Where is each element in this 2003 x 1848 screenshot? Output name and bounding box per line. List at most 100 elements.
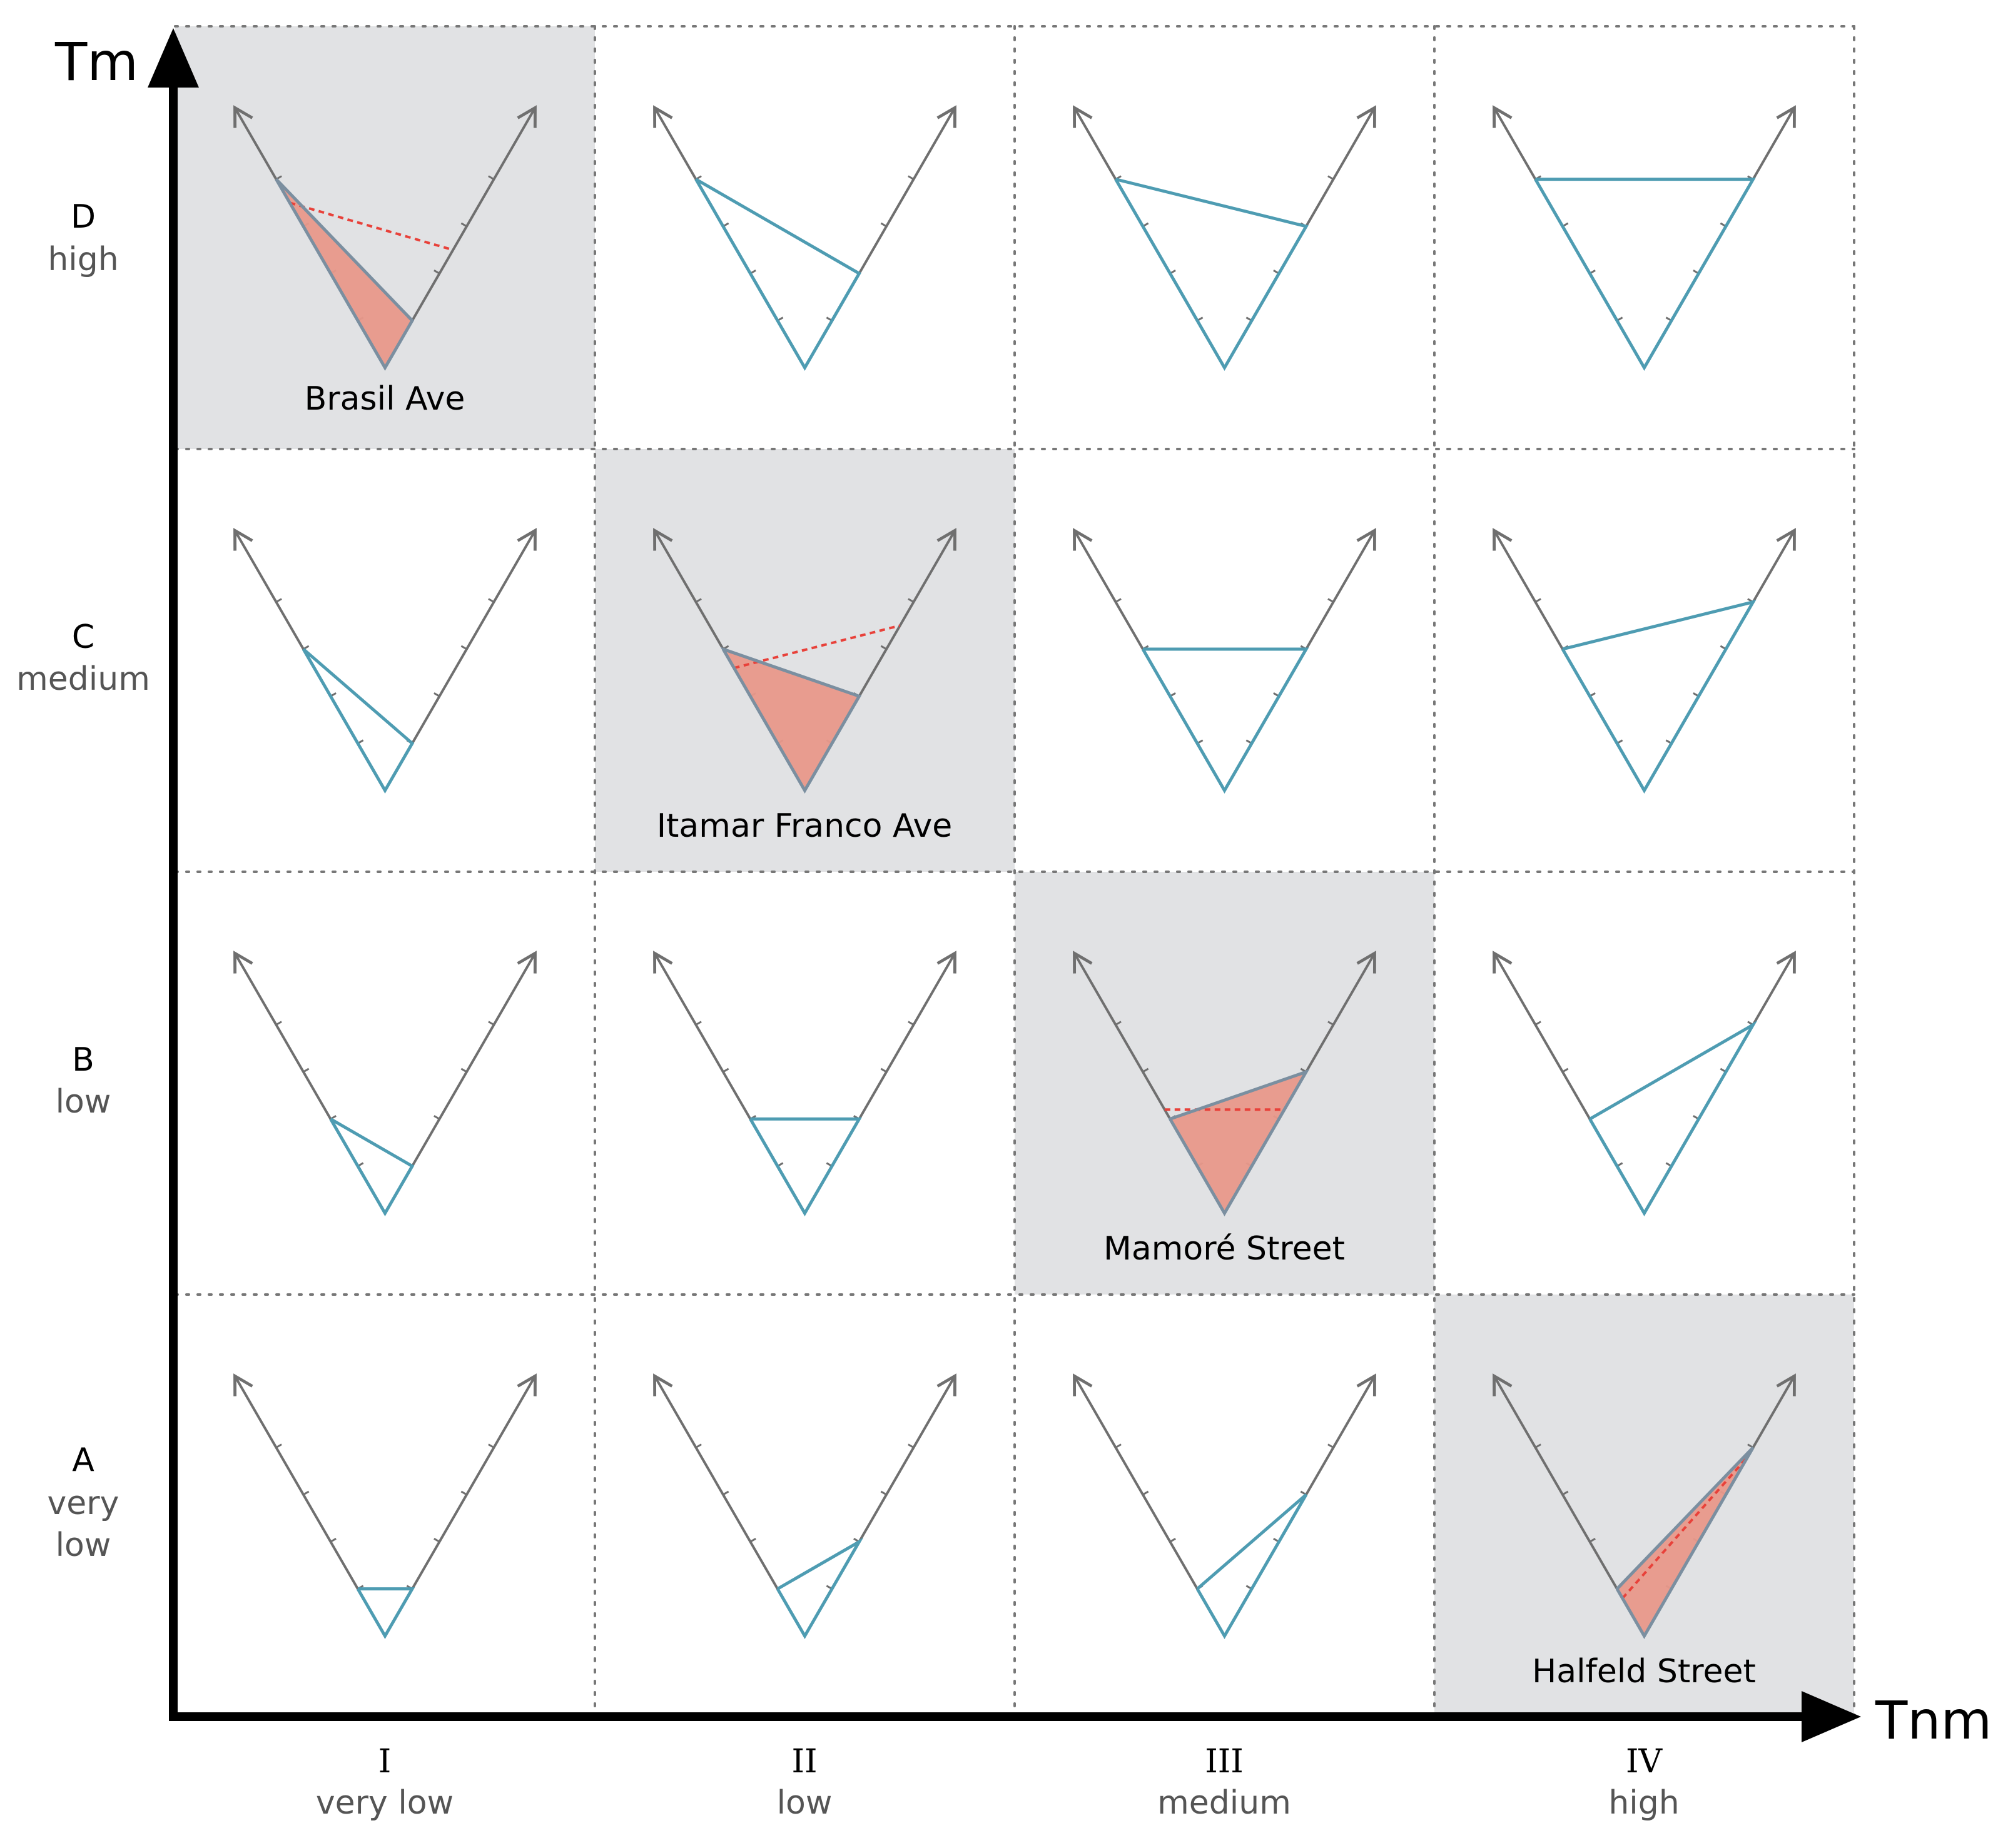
classification-triangle bbox=[1114, 178, 1309, 371]
axis-tick bbox=[488, 1443, 495, 1448]
x-axis-arrowhead bbox=[1802, 1691, 1861, 1742]
column-desc: high bbox=[1608, 1784, 1679, 1822]
column-roman: II bbox=[791, 1743, 817, 1780]
row-desc: very bbox=[48, 1485, 119, 1522]
axis-tick bbox=[488, 598, 495, 603]
classification-triangle bbox=[694, 178, 861, 371]
axis-tick bbox=[1142, 1490, 1149, 1496]
column-desc: low bbox=[777, 1784, 833, 1822]
ternary-glyph-r2-2 bbox=[1073, 951, 1376, 1217]
row-letter: A bbox=[72, 1442, 94, 1479]
column-roman: III bbox=[1205, 1743, 1244, 1780]
axis-tick bbox=[1589, 1538, 1596, 1543]
classification-triangle bbox=[302, 648, 415, 794]
highlighted-cell-background bbox=[175, 26, 595, 449]
axis-tick bbox=[1169, 1538, 1176, 1543]
axis-tick bbox=[1115, 598, 1122, 603]
column-desc: very low bbox=[316, 1784, 454, 1822]
axis-tick bbox=[1534, 1021, 1541, 1026]
axis-tick bbox=[1327, 1443, 1334, 1448]
highlighted-cell-background bbox=[595, 449, 1015, 872]
axis-tick bbox=[434, 1115, 440, 1120]
classification-triangle bbox=[1169, 1069, 1310, 1217]
reference-dashed-line bbox=[289, 201, 454, 251]
axis-tick bbox=[1327, 598, 1334, 603]
column-label-ii: II low bbox=[777, 1743, 833, 1822]
ternary-glyph-r3-3 bbox=[1493, 1373, 1796, 1640]
column-label-i: I very low bbox=[316, 1743, 454, 1822]
row-desc: high bbox=[48, 241, 118, 278]
axis-tick bbox=[723, 1490, 729, 1496]
street-labels: Brasil Ave Itamar Franco Ave Mamoré Stre… bbox=[305, 380, 1756, 1690]
street-label-itamar-franco-ave: Itamar Franco Ave bbox=[657, 807, 953, 845]
axis-tick bbox=[1142, 1068, 1149, 1073]
axis-tick bbox=[1534, 1443, 1541, 1448]
highlighted-cell-background bbox=[1434, 1295, 1854, 1717]
row-labels: D high C medium B low A very low bbox=[16, 198, 150, 1564]
street-label-mamore-street: Mamoré Street bbox=[1103, 1230, 1345, 1268]
row-letter: D bbox=[71, 198, 96, 236]
classification-triangle bbox=[1195, 1493, 1308, 1640]
axis-tick bbox=[1115, 1021, 1122, 1026]
axis-tick bbox=[1562, 1068, 1569, 1073]
ternary-glyph-r0-0 bbox=[233, 105, 537, 371]
ternary-glyph-r2-1 bbox=[653, 951, 956, 1217]
classification-triangle bbox=[749, 1117, 862, 1217]
axis-tick bbox=[695, 598, 702, 603]
reference-dashed-line bbox=[1621, 1456, 1749, 1600]
ternary-glyph-r0-1 bbox=[653, 105, 956, 371]
axis-tick bbox=[460, 1490, 467, 1496]
axis-tick bbox=[908, 598, 915, 603]
classification-triangle bbox=[329, 1118, 415, 1217]
main-axes: Tm Tnm bbox=[54, 28, 1992, 1751]
street-label-brasil-ave: Brasil Ave bbox=[305, 380, 465, 418]
axis-tick bbox=[908, 1443, 915, 1448]
axis-tick bbox=[1115, 1443, 1122, 1448]
column-labels: I very low II low III medium IV high bbox=[316, 1743, 1680, 1822]
row-desc: low bbox=[56, 1083, 111, 1121]
reference-dashed-line bbox=[733, 624, 901, 670]
axis-tick bbox=[908, 175, 915, 180]
classification-triangle bbox=[721, 647, 862, 794]
column-label-iv: IV high bbox=[1608, 1743, 1679, 1822]
axis-tick bbox=[695, 1443, 702, 1448]
axis-tick bbox=[695, 1021, 702, 1026]
axis-tick bbox=[303, 1068, 310, 1073]
highlighted-cell-background bbox=[1015, 872, 1434, 1295]
ternary-glyph-r1-0 bbox=[233, 528, 537, 794]
axis-tick bbox=[488, 175, 495, 180]
grid-lines bbox=[174, 25, 1855, 1719]
y-axis-title: Tm bbox=[54, 31, 138, 93]
ternary-glyph-r1-1 bbox=[653, 528, 956, 794]
row-label-b: B low bbox=[56, 1041, 111, 1121]
axis-tick bbox=[1562, 1490, 1569, 1496]
axis-tick bbox=[303, 1490, 310, 1496]
classification-triangle bbox=[1588, 1020, 1758, 1217]
axis-tick bbox=[880, 1068, 887, 1073]
axis-tick bbox=[723, 1068, 729, 1073]
row-letter: C bbox=[72, 619, 94, 656]
ternary-glyph-r3-1 bbox=[653, 1373, 956, 1640]
axis-tick bbox=[275, 1021, 282, 1026]
axis-tick bbox=[1534, 598, 1541, 603]
axis-tick bbox=[434, 1538, 440, 1543]
classification-triangle bbox=[1141, 647, 1309, 794]
axis-tick bbox=[460, 1068, 467, 1073]
row-label-a: A very low bbox=[48, 1442, 119, 1564]
row-label-c: C medium bbox=[16, 619, 150, 698]
ternary-glyph-r2-3 bbox=[1493, 951, 1796, 1217]
axis-tick bbox=[908, 1021, 915, 1026]
axis-tick bbox=[434, 692, 440, 697]
axis-tick bbox=[434, 270, 440, 275]
ternary-glyph-r0-3 bbox=[1493, 105, 1796, 371]
axis-tick bbox=[275, 598, 282, 603]
row-desc: low bbox=[56, 1527, 111, 1564]
ternary-glyph-r3-2 bbox=[1073, 1373, 1376, 1640]
axis-tick bbox=[880, 1490, 887, 1496]
ternary-glyph-r2-0 bbox=[233, 951, 537, 1217]
cell-glyphs bbox=[233, 105, 1796, 1640]
classification-triangle bbox=[1615, 1446, 1755, 1640]
column-roman: IV bbox=[1626, 1743, 1663, 1780]
row-desc: medium bbox=[16, 660, 150, 698]
